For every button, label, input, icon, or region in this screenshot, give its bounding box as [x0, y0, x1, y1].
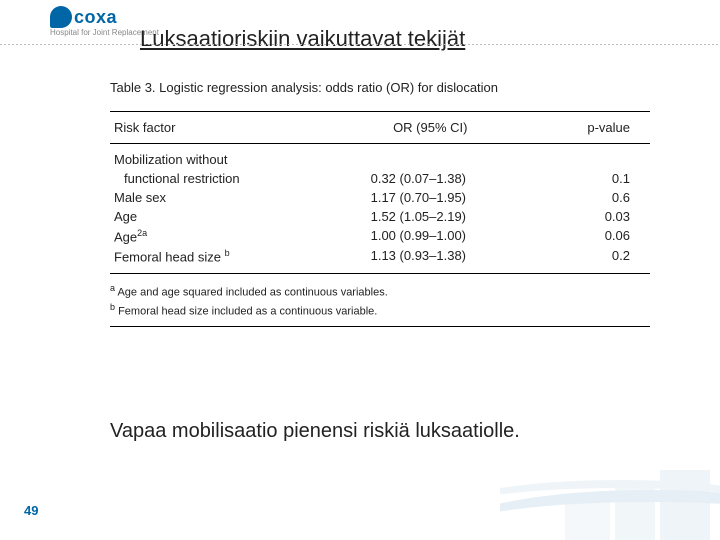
- page-number: 49: [24, 503, 38, 518]
- table-header-row: Risk factor OR (95% CI) p-value: [110, 112, 650, 144]
- cell-factor: Mobilization without: [110, 144, 311, 170]
- footnote-label: a: [110, 283, 115, 293]
- cell-or: 1.52 (1.05–2.19): [311, 207, 550, 226]
- cell-or: 1.00 (0.99–1.00): [311, 226, 550, 246]
- cell-factor: Male sex: [110, 188, 311, 207]
- cell-or: 1.13 (0.93–1.38): [311, 246, 550, 273]
- footnote-text: Age and age squared included as continuo…: [117, 286, 387, 298]
- slide-header: coxa Hospital for Joint Replacement Luks…: [0, 0, 720, 60]
- content-area: Table 3. Logistic regression analysis: o…: [0, 60, 720, 327]
- cell-or: [311, 144, 550, 170]
- footnote-marker: 2a: [137, 228, 147, 238]
- cell-factor: Age2a: [110, 226, 311, 246]
- table-row: Mobilization without: [110, 144, 650, 170]
- col-risk-factor: Risk factor: [110, 112, 311, 144]
- cell-factor-text: Age: [114, 229, 137, 244]
- table-row: Age2a 1.00 (0.99–1.00) 0.06: [110, 226, 650, 246]
- logo: coxa: [50, 6, 117, 28]
- cell-p: 0.03: [550, 207, 650, 226]
- cell-p: 0.6: [550, 188, 650, 207]
- footnote-label: b: [110, 302, 115, 312]
- cell-p: 0.1: [550, 169, 650, 188]
- cell-p: 0.2: [550, 246, 650, 273]
- swoosh-icon: [500, 480, 720, 540]
- cell-p: [550, 144, 650, 170]
- conclusion-text: Vapaa mobilisaatio pienensi riskiä luksa…: [110, 420, 520, 443]
- logo-text: coxa: [74, 7, 117, 28]
- table-row: Femoral head size b 1.13 (0.93–1.38) 0.2: [110, 246, 650, 273]
- regression-table: Risk factor OR (95% CI) p-value Mobiliza…: [110, 111, 650, 274]
- cell-p: 0.06: [550, 226, 650, 246]
- footnote-a: a Age and age squared included as contin…: [110, 282, 650, 301]
- col-pvalue: p-value: [550, 112, 650, 144]
- col-or: OR (95% CI): [311, 112, 550, 144]
- cell-or: 1.17 (0.70–1.95): [311, 188, 550, 207]
- cell-factor: Femoral head size b: [110, 246, 311, 273]
- cell-factor: functional restriction: [110, 169, 311, 188]
- table-row: Male sex 1.17 (0.70–1.95) 0.6: [110, 188, 650, 207]
- slide-title: Luksaatioriskiin vaikuttavat tekijät: [140, 26, 465, 52]
- footnote-b: b Femoral head size included as a contin…: [110, 301, 650, 320]
- header-divider: [0, 44, 720, 45]
- logo-mark-icon: [50, 6, 72, 28]
- cell-factor-text: Femoral head size: [114, 250, 221, 265]
- footnote-marker: b: [225, 248, 230, 258]
- table-caption: Table 3. Logistic regression analysis: o…: [110, 80, 650, 95]
- cell-or: 0.32 (0.07–1.38): [311, 169, 550, 188]
- footer-decoration: [500, 450, 720, 540]
- footnote-text: Femoral head size included as a continuo…: [118, 305, 377, 317]
- table-row: functional restriction 0.32 (0.07–1.38) …: [110, 169, 650, 188]
- table-row: Age 1.52 (1.05–2.19) 0.03: [110, 207, 650, 226]
- cell-factor: Age: [110, 207, 311, 226]
- table-footnotes: a Age and age squared included as contin…: [110, 282, 650, 327]
